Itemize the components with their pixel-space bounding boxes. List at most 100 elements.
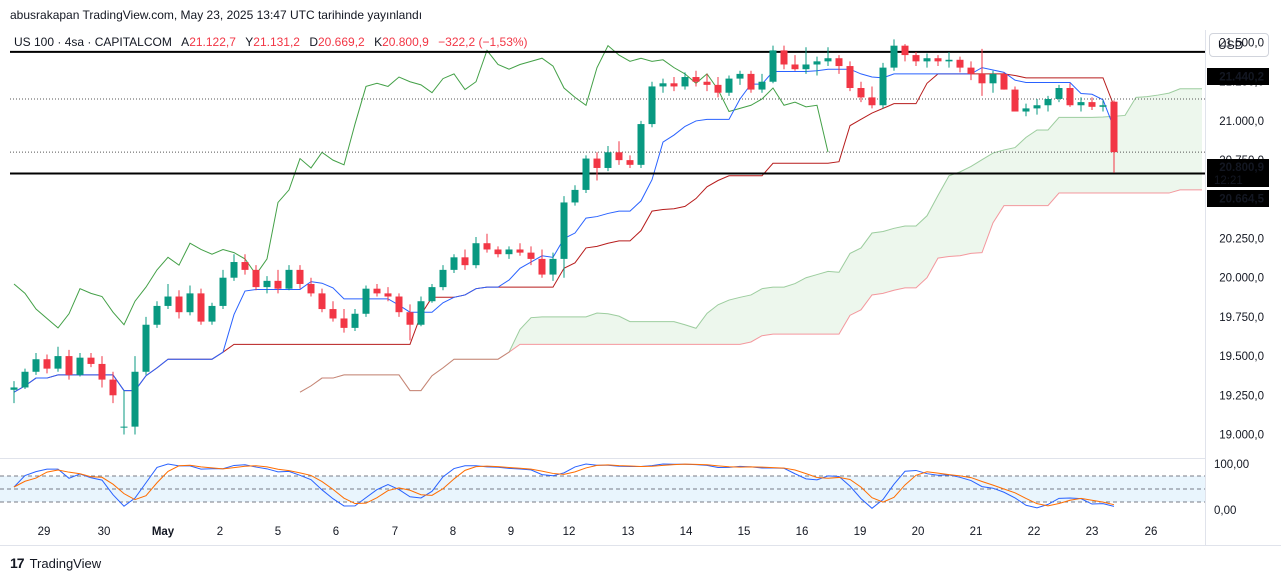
x-tick-label: 23 <box>1086 526 1099 538</box>
candle-body <box>483 243 491 250</box>
candle-body <box>384 293 392 297</box>
candle-body <box>714 84 722 93</box>
candle-body <box>846 66 854 89</box>
footer-brand: 17 TradingView <box>10 555 101 571</box>
candle-body <box>978 73 986 84</box>
candle-body <box>1000 73 1008 90</box>
x-tick-label: 19 <box>854 526 867 538</box>
candle-body <box>912 55 920 62</box>
candle-body <box>241 262 249 270</box>
candle-body <box>351 313 359 328</box>
currency-selector[interactable]: USD <box>1209 33 1269 57</box>
candle-body <box>318 293 326 310</box>
candle-body <box>252 269 260 288</box>
candle-body <box>1066 88 1074 106</box>
stoch-tick-label: 100,00 <box>1214 459 1249 471</box>
candle-body <box>274 280 282 289</box>
candle-body <box>164 296 172 306</box>
brand-name: TradingView <box>29 555 102 571</box>
candle-body <box>362 288 370 314</box>
candle-body <box>681 77 689 87</box>
candle-body <box>417 301 425 325</box>
candle-body <box>406 312 414 325</box>
candle-body <box>868 97 876 106</box>
x-tick-label: 5 <box>275 526 281 538</box>
candle-body <box>208 305 216 322</box>
candle-body <box>725 78 733 93</box>
y-tick-label: 21.000,0 <box>1219 116 1264 128</box>
x-tick-label: 9 <box>508 526 514 538</box>
candle-body <box>560 202 568 259</box>
candle-body <box>395 296 403 313</box>
candle-body <box>54 356 62 369</box>
candle-body <box>648 86 656 125</box>
x-tick-label: 6 <box>333 526 339 538</box>
candle-body <box>1044 98 1052 106</box>
candle-body <box>813 61 821 65</box>
candle-body <box>747 73 755 90</box>
candle-body <box>65 356 73 375</box>
candle-body <box>120 426 128 428</box>
low-label: D <box>309 35 318 49</box>
symbol-label[interactable]: US 100 · 4sa · CAPITALCOM <box>14 35 172 49</box>
time-axis: 29 30 May 2 5 6 7 8 9 12 13 14 15 16 19 20 21 22 23 26 <box>38 526 1158 538</box>
time-axis-border <box>0 545 1281 546</box>
x-tick-label: 22 <box>1028 526 1041 538</box>
leading-span-b-line <box>299 189 1202 393</box>
candle-body <box>10 387 18 390</box>
x-tick-label: 20 <box>912 526 925 538</box>
y-tick-label: 21.500,0 <box>1219 38 1264 50</box>
close-label: K <box>374 35 383 49</box>
candle-body <box>989 73 997 84</box>
open-label: A <box>181 35 190 49</box>
close-value: 20.800,9 <box>382 35 429 49</box>
candle-body <box>1077 102 1085 106</box>
publish-info: abusrakapan TradingView.com, May 23, 202… <box>10 8 423 22</box>
candle-body <box>296 269 304 284</box>
candle-body <box>659 83 667 87</box>
candle-body <box>329 309 337 319</box>
candle-body <box>703 81 711 85</box>
ichimoku-cloud <box>299 88 1202 393</box>
candle-body <box>285 269 293 289</box>
candle-body <box>615 152 623 161</box>
change-value: −322,2 (−1,53%) <box>438 35 528 49</box>
candles <box>10 39 1118 435</box>
candle-body <box>219 277 227 306</box>
candle-body <box>175 296 183 313</box>
candle-body <box>142 324 150 372</box>
x-tick-label: 8 <box>450 526 456 538</box>
candle-body <box>87 357 95 364</box>
y-tick-label: 19.250,0 <box>1219 390 1264 402</box>
candle-body <box>21 371 29 388</box>
price-labels: 21.440,2 20.800,9 12:21 20.664,5 <box>1207 68 1269 207</box>
candle-body <box>32 359 40 372</box>
x-tick-label: 13 <box>622 526 635 538</box>
candle-body <box>1099 105 1107 107</box>
open-value: 21.122,7 <box>189 35 236 49</box>
candle-body <box>945 59 953 62</box>
candle-body <box>901 45 909 56</box>
price-axis-border <box>1205 30 1206 545</box>
x-tick-label: 30 <box>98 526 111 538</box>
cloud-fill <box>300 88 1202 393</box>
level-top-label-bg <box>1207 68 1269 85</box>
candle-body <box>670 83 678 87</box>
candle-body <box>307 283 315 294</box>
candle-body <box>428 287 436 302</box>
candle-body <box>857 88 865 98</box>
current-price-label-bg <box>1207 159 1269 187</box>
y-tick-label: 20.250,0 <box>1219 234 1264 246</box>
stoch-rsi-pane: 100,00 0,00 <box>0 459 1249 517</box>
tradingview-logo-icon: 17 <box>10 555 25 571</box>
candle-body <box>1055 88 1063 99</box>
x-tick-label: 12 <box>563 526 576 538</box>
x-tick-label: 2 <box>217 526 223 538</box>
candle-body <box>736 73 744 79</box>
x-tick-label: 26 <box>1145 526 1158 538</box>
y-tick-label: 19.500,0 <box>1219 351 1264 363</box>
candle-body <box>780 50 788 65</box>
candle-body <box>835 58 843 67</box>
candle-body <box>263 280 271 288</box>
